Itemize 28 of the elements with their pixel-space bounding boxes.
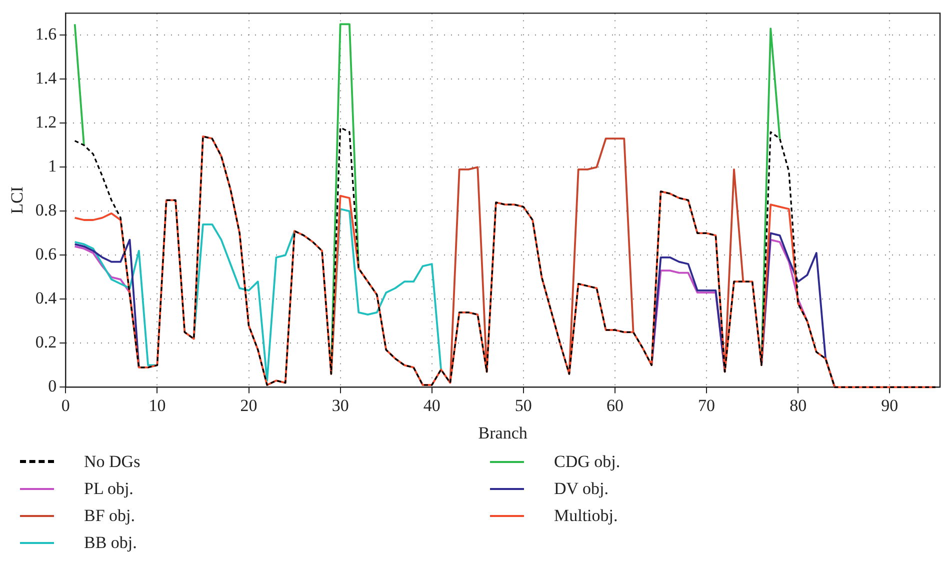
legend-label: Multiobj.: [554, 506, 618, 526]
x-tick-label: 30: [332, 396, 349, 415]
y-tick-label: 0: [48, 376, 57, 396]
x-tick-label: 90: [881, 396, 898, 415]
legend-label: PL obj.: [84, 478, 134, 498]
x-tick-label: 20: [240, 396, 258, 415]
y-axis-title: LCI: [8, 186, 27, 214]
x-tick-label: 50: [514, 396, 532, 415]
y-tick-label: 1: [48, 156, 57, 176]
x-tick-label: 10: [148, 396, 166, 415]
x-tick-label: 0: [61, 396, 70, 415]
x-tick-label: 80: [790, 396, 807, 415]
x-tick-label: 70: [698, 396, 716, 415]
legend-label: DV obj.: [554, 478, 608, 498]
x-tick-label: 60: [606, 396, 624, 415]
y-tick-label: 0.6: [35, 244, 57, 264]
legend-label: BF obj.: [84, 506, 136, 526]
y-tick-label: 0.8: [35, 200, 57, 220]
y-tick-label: 0.4: [35, 288, 58, 308]
y-tick-label: 1.4: [35, 68, 58, 88]
y-tick-label: 1.6: [35, 24, 57, 44]
legend-label: BB obj.: [84, 532, 137, 552]
y-tick-label: 0.2: [35, 332, 57, 352]
legend-label: No DGs: [84, 452, 140, 472]
x-axis-title: Branch: [478, 423, 528, 442]
y-tick-label: 1.2: [35, 112, 57, 132]
legend-label: CDG obj.: [554, 452, 620, 472]
x-tick-label: 40: [423, 396, 440, 415]
